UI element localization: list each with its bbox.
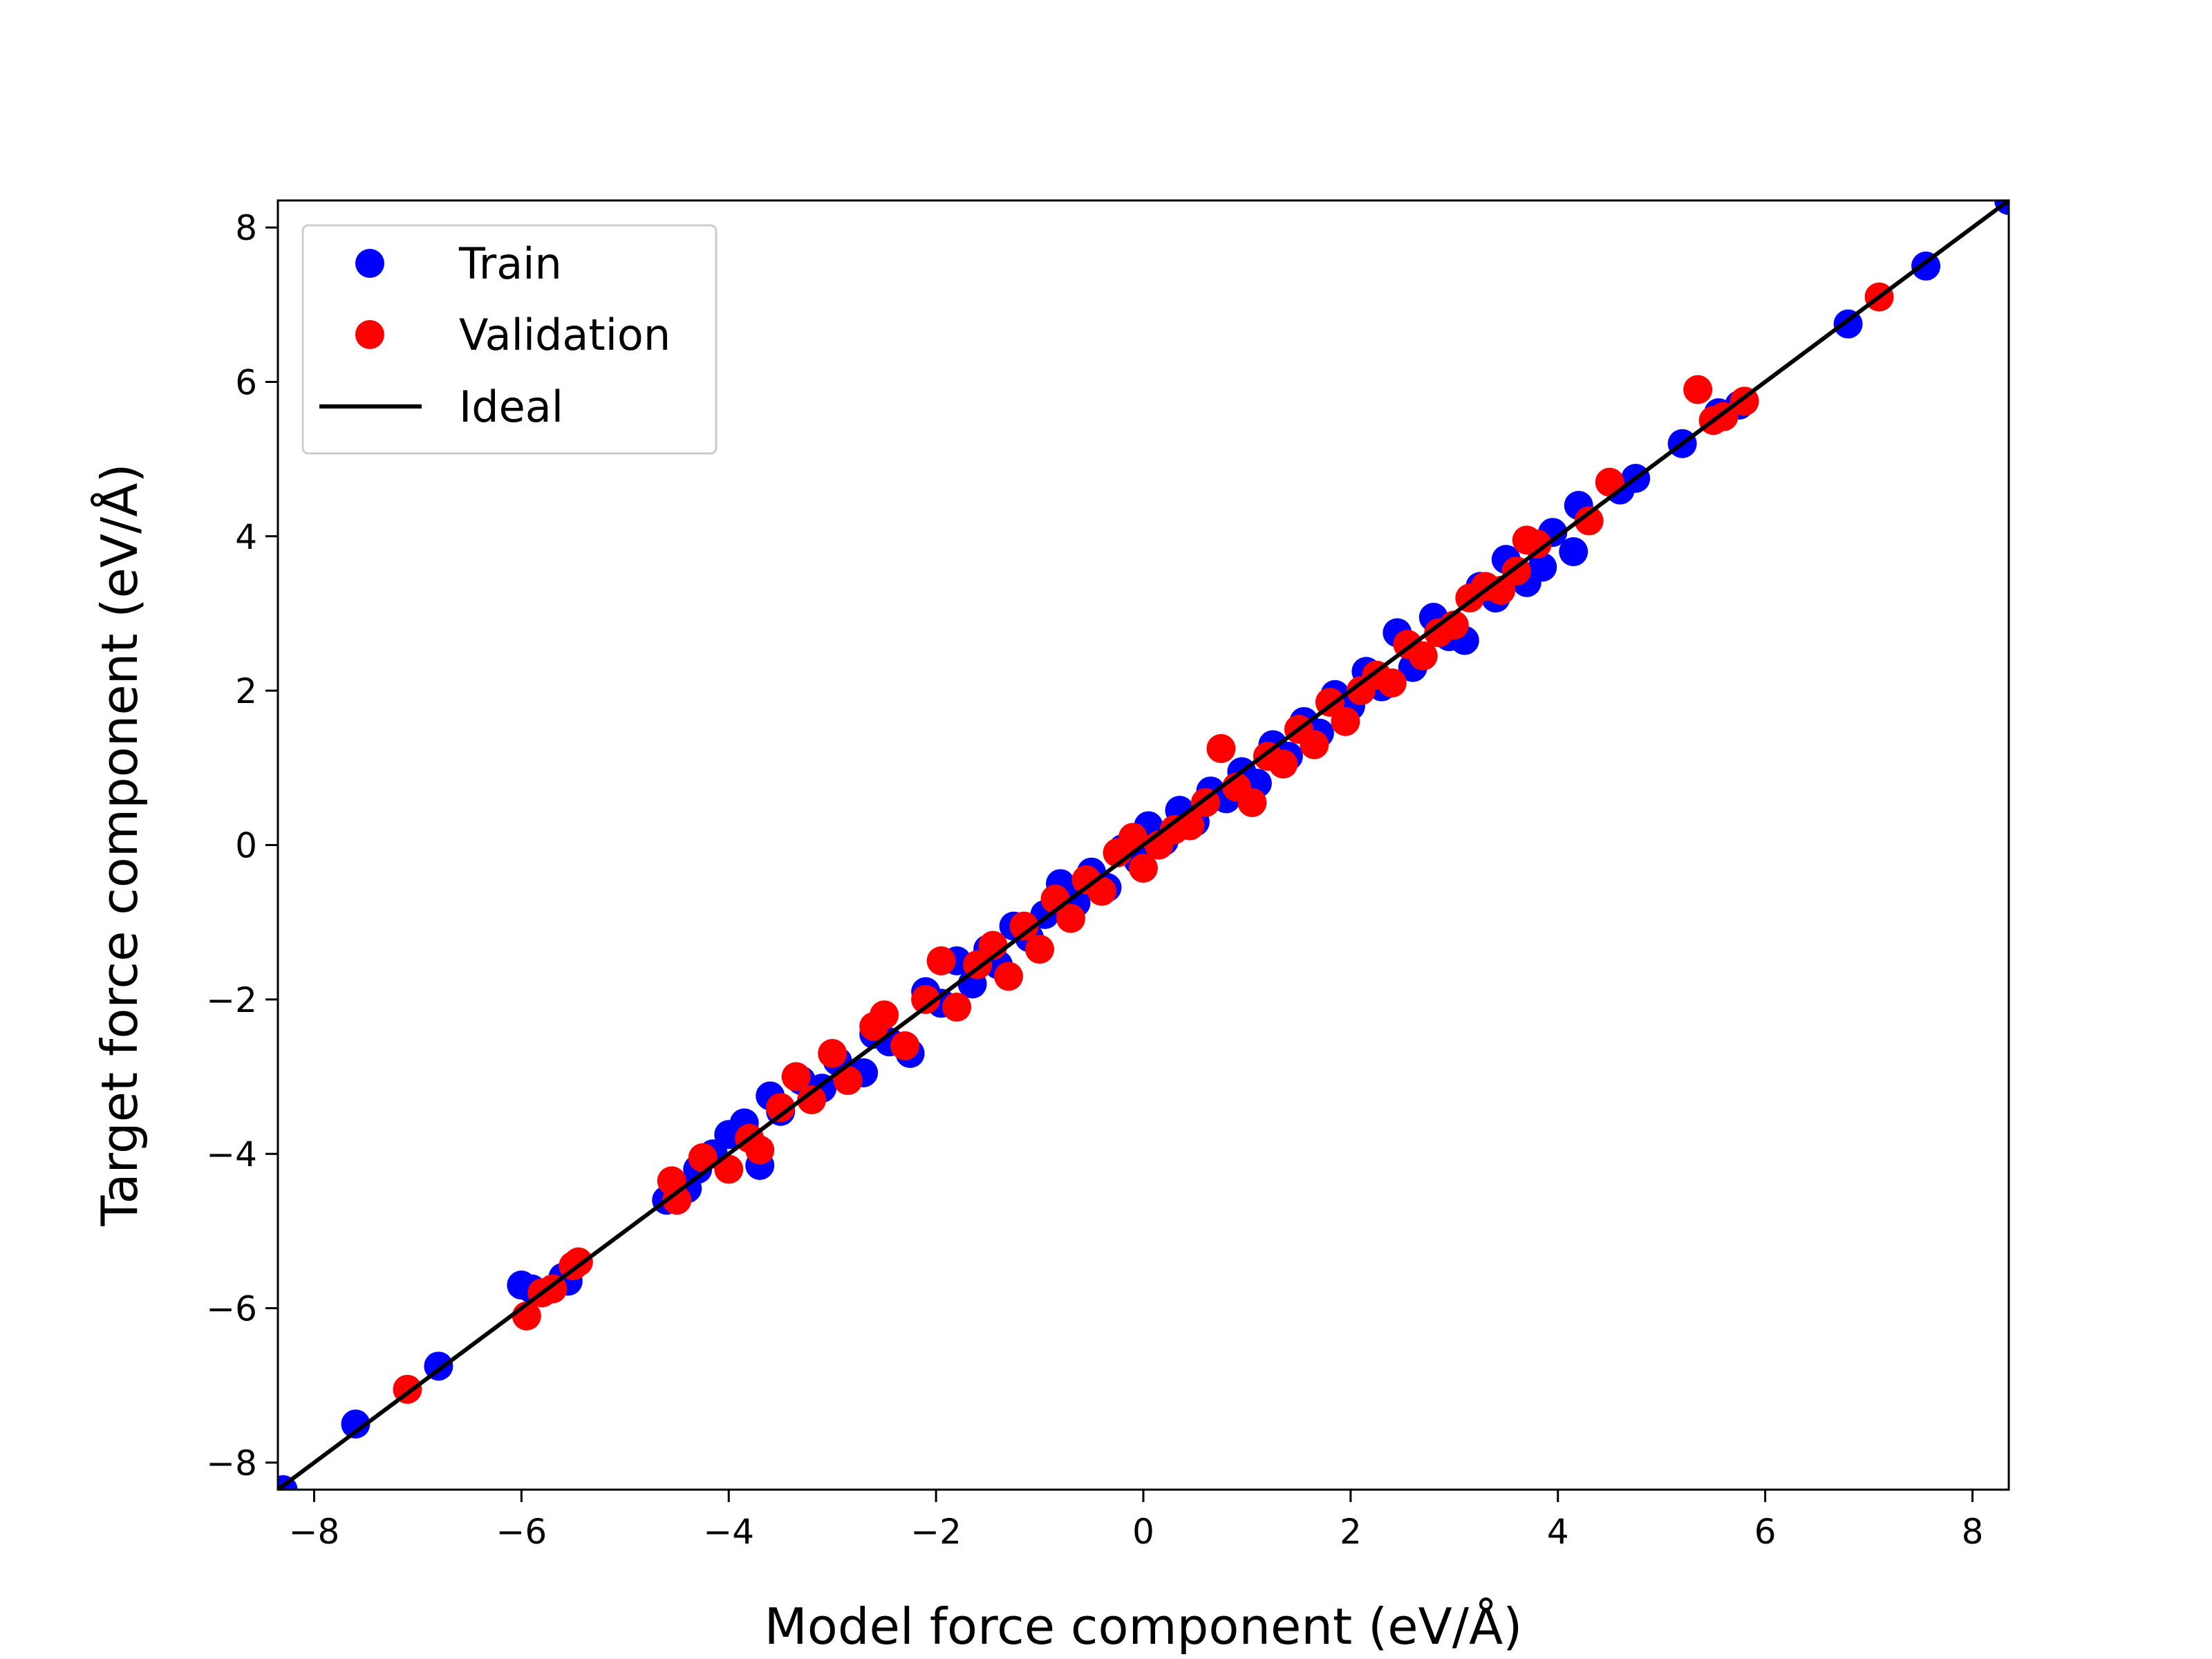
point-validation-37 [1175,811,1205,841]
x-tick-label: −8 [289,1512,340,1552]
point-validation-11 [745,1135,775,1165]
point-validation-47 [1331,706,1360,736]
legend-label-ideal: Ideal [459,382,563,432]
y-tick-label: 8 [235,208,257,248]
x-tick-label: 0 [1132,1512,1154,1552]
point-validation-33 [1118,823,1148,852]
y-tick-label: 0 [235,826,257,866]
point-validation-20 [911,984,941,1014]
point-validation-63 [1683,375,1713,404]
point-validation-41 [1237,788,1267,818]
y-tick-label: 2 [235,671,257,711]
x-tick-label: 2 [1340,1512,1362,1552]
x-tick-label: −6 [496,1512,547,1552]
legend: Train Validation Ideal [301,224,718,455]
point-validation-13 [781,1062,811,1091]
point-validation-18 [870,1000,899,1030]
point-validation-27 [1025,935,1055,964]
point-validation-22 [942,993,972,1022]
point-validation-29 [1056,903,1086,933]
point-validation-31 [1087,877,1117,906]
point-validation-34 [1129,854,1158,883]
y-tick-label: −8 [206,1443,257,1483]
x-tick-label: −2 [910,1512,962,1552]
legend-label-validation: Validation [459,310,671,360]
point-validation-7 [662,1185,692,1215]
point-validation-60 [1522,529,1552,559]
data-marks [278,200,2009,1490]
point-validation-39 [1206,733,1236,763]
point-validation-16 [833,1066,863,1096]
y-axis-title: Target force component (eV/Å) [91,463,149,1226]
legend-label-train: Train [458,238,562,289]
point-validation-52 [1408,641,1438,671]
x-tick-label: 8 [1962,1512,1984,1552]
y-tick-label: −6 [206,1289,257,1329]
point-train-65 [1559,537,1588,567]
point-validation-9 [714,1154,744,1184]
point-validation-19 [890,1031,920,1060]
legend-marker-validation [355,320,384,349]
point-train-1 [341,1409,371,1439]
legend-box [301,224,718,455]
x-tick-label: 6 [1754,1512,1777,1552]
point-validation-15 [818,1039,847,1069]
point-train-63 [1528,552,1557,582]
point-validation-43 [1268,749,1298,779]
y-tick-label: −2 [206,980,257,1020]
point-validation-25 [994,962,1024,991]
x-axis-title: Model force component (eV/Å) [765,1597,1523,1656]
point-validation-61 [1574,506,1604,536]
point-validation-26 [1009,911,1039,941]
y-axis-ticks: −8 −6 −4 −2 0 2 4 6 8 [206,208,278,1483]
y-tick-label: 6 [235,362,257,402]
y-tick-label: 4 [235,517,257,557]
legend-marker-train [355,249,384,278]
series-line-ideal [278,200,2009,1490]
point-validation-62 [1595,467,1624,497]
point-validation-45 [1300,730,1329,760]
point-validation-21 [926,946,956,976]
point-validation-14 [797,1085,827,1115]
x-tick-label: 4 [1547,1512,1569,1552]
point-validation-50 [1377,668,1407,697]
point-validation-12 [766,1093,796,1123]
point-validation-8 [688,1143,718,1172]
x-tick-label: −4 [703,1512,754,1552]
y-tick-label: −4 [206,1134,257,1174]
x-axis-ticks: −8 −6 −4 −2 0 2 4 6 8 [289,1490,1984,1552]
